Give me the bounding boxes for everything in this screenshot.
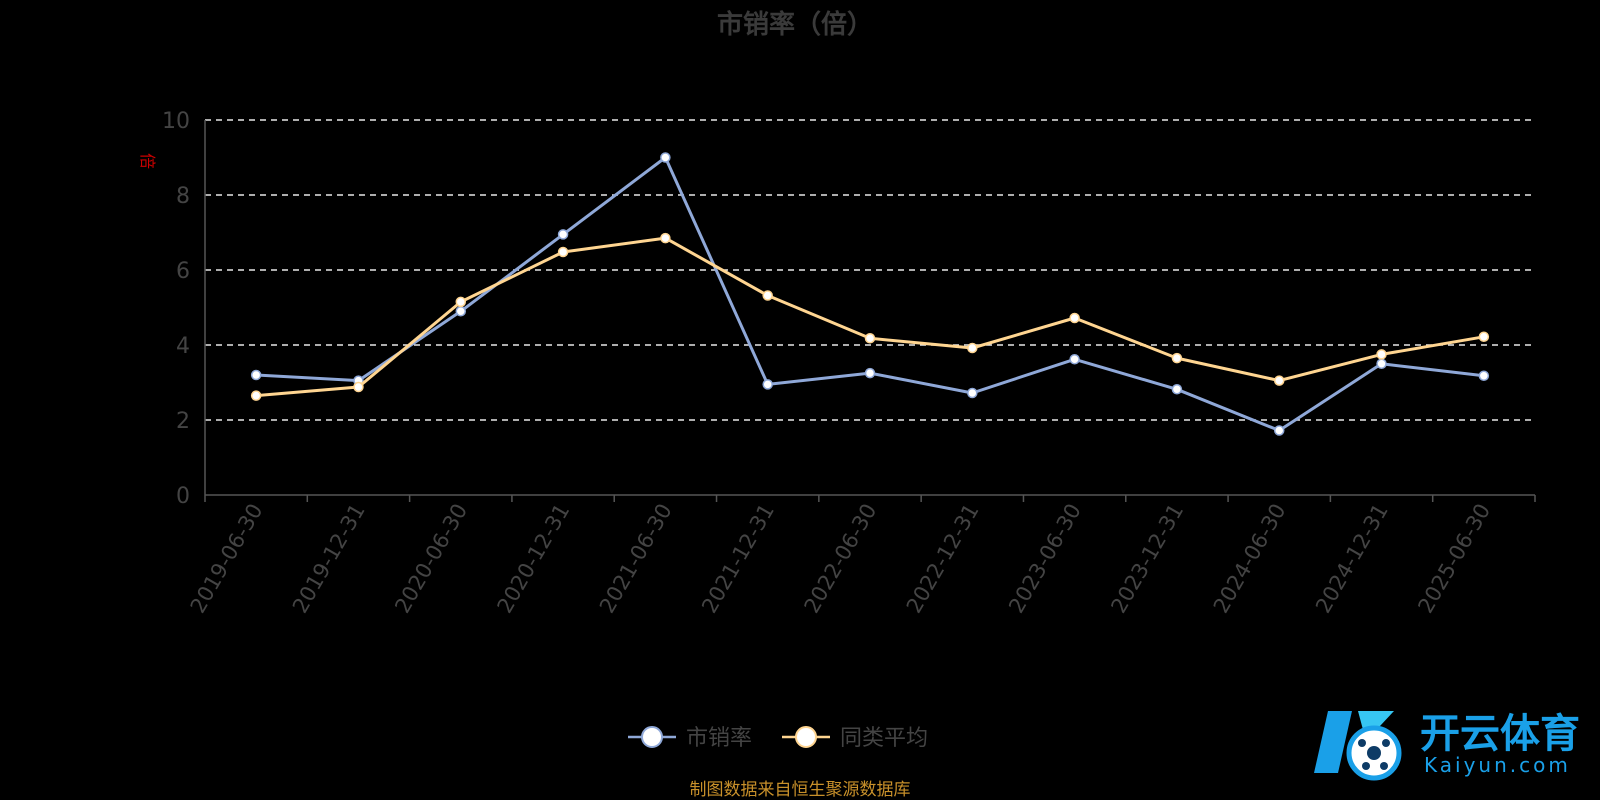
series-2-point xyxy=(353,381,364,393)
series-2-point xyxy=(1376,349,1387,360)
x-tick-label: 2020-12-31 xyxy=(493,500,575,618)
series-2-point xyxy=(1478,331,1490,342)
series-2-point xyxy=(864,333,876,344)
series-2-point xyxy=(1171,352,1183,364)
x-tick-label: 2019-06-30 xyxy=(186,500,268,618)
y-tick-label: 8 xyxy=(176,184,190,209)
axes: 0 2 4 6 8 10 2019-06-30 2019-12-31 2020-06-30 202… xyxy=(162,109,1536,618)
series-1-point xyxy=(1273,425,1285,436)
x-tick-label: 2024-06-30 xyxy=(1209,500,1291,618)
legend-marker xyxy=(641,726,663,748)
legend-item-1[interactable]: 市销率 xyxy=(628,726,752,751)
x-tick-label: 2025-06-30 xyxy=(1413,500,1495,618)
x-tick-label: 2021-12-31 xyxy=(697,500,779,618)
source-note: 制图数据来自恒生聚源数据库 xyxy=(690,780,911,800)
watermark-name: 开云体育 xyxy=(1420,711,1580,757)
series-2-point xyxy=(762,290,773,301)
series-2-point xyxy=(455,296,467,308)
legend-label: 市销率 xyxy=(686,726,752,751)
series-1-point xyxy=(1171,384,1183,395)
series-2-point xyxy=(967,342,978,354)
y-tick-label: 0 xyxy=(176,484,190,509)
grid-lines xyxy=(205,119,1535,421)
legend[interactable]: 市销率 同类平均 xyxy=(628,726,928,751)
x-tick-label: 2019-12-31 xyxy=(288,500,370,618)
series-2-point xyxy=(557,246,569,258)
legend-marker xyxy=(795,726,817,748)
watermark-sub: Kaiyun.com xyxy=(1424,753,1571,777)
x-tick-label: 2021-06-30 xyxy=(595,500,677,618)
y-tick-label: 4 xyxy=(176,334,190,359)
series-1-point xyxy=(967,387,978,399)
series-1-point xyxy=(1069,354,1080,365)
x-tick-label: 2023-12-31 xyxy=(1106,500,1188,618)
series-1-point xyxy=(864,367,876,379)
y-tick-label: 2 xyxy=(176,409,190,434)
series-2-point xyxy=(660,232,671,244)
series-1-point xyxy=(557,229,569,240)
legend-label: 同类平均 xyxy=(840,726,928,751)
series-1-point xyxy=(762,379,773,390)
legend-item-2[interactable]: 同类平均 xyxy=(782,726,928,751)
series-1-point xyxy=(660,152,671,163)
watermark-logo: 开云体育 Kaiyun.com xyxy=(1314,711,1580,781)
x-tick-label: 2020-06-30 xyxy=(390,500,472,618)
series-1-point xyxy=(455,306,467,317)
x-tick-label: 2023-06-30 xyxy=(1004,500,1086,618)
series-line-1 xyxy=(256,156,1484,432)
series-2-point xyxy=(250,390,262,401)
x-tick-label: 2022-06-30 xyxy=(800,500,882,618)
x-tick-label: 2024-12-31 xyxy=(1311,500,1393,618)
x-tick-label: 2022-12-31 xyxy=(902,499,984,617)
series-2-point xyxy=(1069,312,1080,324)
series-1-point xyxy=(1376,358,1387,369)
y-tick-label: 10 xyxy=(162,109,190,134)
series-2-point xyxy=(1273,375,1285,386)
series-1-point xyxy=(1478,370,1490,381)
series-layer xyxy=(250,152,1490,436)
series-1-point xyxy=(250,369,262,381)
logo-emblem xyxy=(1314,711,1402,781)
y-axis-label: 倍 xyxy=(138,153,157,169)
y-tick-label: 6 xyxy=(176,259,190,284)
chart-title: 市销率（倍） xyxy=(717,9,873,40)
